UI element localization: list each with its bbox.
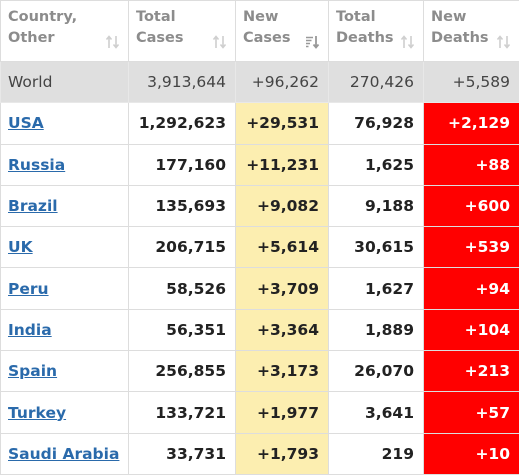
total-deaths-cell: 1,889 xyxy=(329,309,424,350)
table-row: Spain 256,855 +3,173 26,070 +213 xyxy=(1,351,519,392)
new-cases-cell: +11,231 xyxy=(236,144,329,185)
country-link[interactable]: Peru xyxy=(8,280,49,298)
total-deaths-cell: 1,625 xyxy=(329,144,424,185)
sort-icon[interactable] xyxy=(212,35,228,49)
new-cases-cell: +3,173 xyxy=(236,351,329,392)
header-label-line1: Total xyxy=(136,9,176,25)
total-deaths-cell: 3,641 xyxy=(329,392,424,433)
total-cases-cell: 33,731 xyxy=(129,433,236,474)
total-cases-cell: 3,913,644 xyxy=(129,62,236,103)
sort-icon[interactable] xyxy=(496,35,512,49)
total-deaths-cell: 30,615 xyxy=(329,227,424,268)
total-cases-cell: 135,693 xyxy=(129,185,236,226)
sort-icon[interactable] xyxy=(400,35,416,49)
table-row: India 56,351 +3,364 1,889 +104 xyxy=(1,309,519,350)
new-deaths-cell: +600 xyxy=(424,185,519,226)
new-deaths-cell: +104 xyxy=(424,309,519,350)
country-cell: World xyxy=(1,62,129,103)
table-row: Russia 177,160 +11,231 1,625 +88 xyxy=(1,144,519,185)
total-deaths-cell: 9,188 xyxy=(329,185,424,226)
country-cell: Peru xyxy=(1,268,129,309)
header-label-line1: Total xyxy=(336,9,376,25)
header-label-line1: New xyxy=(243,9,278,25)
new-deaths-cell: +539 xyxy=(424,227,519,268)
header-label-line2: Cases xyxy=(136,30,184,46)
total-deaths-cell: 219 xyxy=(329,433,424,474)
header-label-line2: Deaths xyxy=(336,30,394,46)
new-deaths-cell: +57 xyxy=(424,392,519,433)
country-cell: Russia xyxy=(1,144,129,185)
table-row: Peru 58,526 +3,709 1,627 +94 xyxy=(1,268,519,309)
total-cases-cell: 58,526 xyxy=(129,268,236,309)
sort-icon[interactable] xyxy=(105,35,121,49)
header-label-line2: Deaths xyxy=(431,30,489,46)
new-cases-cell: +9,082 xyxy=(236,185,329,226)
country-link[interactable]: Spain xyxy=(8,362,57,380)
country-link[interactable]: USA xyxy=(8,114,44,132)
header-label-line1: New xyxy=(431,9,466,25)
total-cases-cell: 177,160 xyxy=(129,144,236,185)
header-new-cases[interactable]: New Cases xyxy=(236,1,329,62)
header-country[interactable]: Country, Other xyxy=(1,1,129,62)
country-link[interactable]: Turkey xyxy=(8,404,66,422)
header-label-line2: Other xyxy=(8,30,55,46)
total-cases-cell: 56,351 xyxy=(129,309,236,350)
new-deaths-cell: +10 xyxy=(424,433,519,474)
total-deaths-cell: 1,627 xyxy=(329,268,424,309)
total-cases-cell: 206,715 xyxy=(129,227,236,268)
total-deaths-cell: 26,070 xyxy=(329,351,424,392)
total-cases-cell: 133,721 xyxy=(129,392,236,433)
country-cell: USA xyxy=(1,103,129,144)
new-cases-cell: +3,709 xyxy=(236,268,329,309)
header-new-deaths[interactable]: New Deaths xyxy=(424,1,519,62)
table-row: UK 206,715 +5,614 30,615 +539 xyxy=(1,227,519,268)
new-deaths-cell: +94 xyxy=(424,268,519,309)
country-link[interactable]: Saudi Arabia xyxy=(8,445,119,463)
total-cases-cell: 1,292,623 xyxy=(129,103,236,144)
country-link[interactable]: Russia xyxy=(8,156,65,174)
country-cell: Turkey xyxy=(1,392,129,433)
new-cases-cell: +1,793 xyxy=(236,433,329,474)
header-label-line2: Cases xyxy=(243,30,291,46)
new-deaths-cell: +88 xyxy=(424,144,519,185)
new-cases-cell: +29,531 xyxy=(236,103,329,144)
total-deaths-cell: 270,426 xyxy=(329,62,424,103)
table-row: Brazil 135,693 +9,082 9,188 +600 xyxy=(1,185,519,226)
total-deaths-cell: 76,928 xyxy=(329,103,424,144)
country-link[interactable]: India xyxy=(8,321,52,339)
country-cell: UK xyxy=(1,227,129,268)
header-total-deaths[interactable]: Total Deaths xyxy=(329,1,424,62)
country-cell: India xyxy=(1,309,129,350)
header-row: Country, Other Total Cases New Cases xyxy=(1,1,519,62)
country-cell: Spain xyxy=(1,351,129,392)
country-cell: Saudi Arabia xyxy=(1,433,129,474)
header-total-cases[interactable]: Total Cases xyxy=(129,1,236,62)
new-cases-cell: +1,977 xyxy=(236,392,329,433)
country-link[interactable]: UK xyxy=(8,238,33,256)
country-cell: Brazil xyxy=(1,185,129,226)
new-deaths-cell: +5,589 xyxy=(424,62,519,103)
new-deaths-cell: +213 xyxy=(424,351,519,392)
header-label-line1: Country, xyxy=(8,9,77,25)
table-row: Turkey 133,721 +1,977 3,641 +57 xyxy=(1,392,519,433)
country-link[interactable]: Brazil xyxy=(8,197,58,215)
new-deaths-cell: +2,129 xyxy=(424,103,519,144)
sort-descending-icon[interactable] xyxy=(305,35,321,49)
world-total-row: World 3,913,644 +96,262 270,426 +5,589 xyxy=(1,62,519,103)
new-cases-cell: +96,262 xyxy=(236,62,329,103)
new-cases-cell: +3,364 xyxy=(236,309,329,350)
total-cases-cell: 256,855 xyxy=(129,351,236,392)
table-row: USA 1,292,623 +29,531 76,928 +2,129 xyxy=(1,103,519,144)
table-row: Saudi Arabia 33,731 +1,793 219 +10 xyxy=(1,433,519,474)
new-cases-cell: +5,614 xyxy=(236,227,329,268)
